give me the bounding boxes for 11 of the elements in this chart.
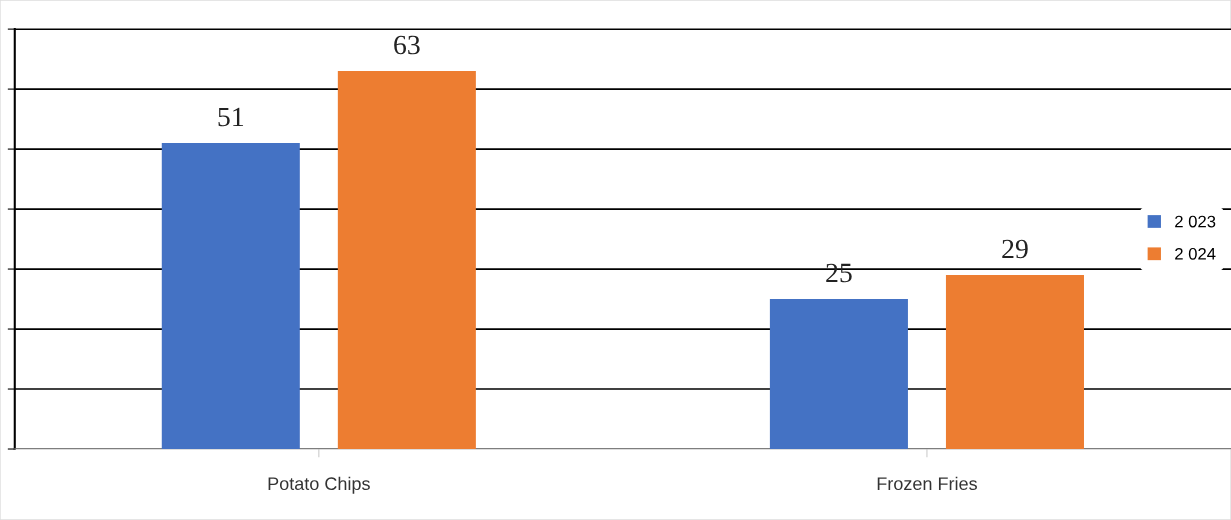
- data-label: 29: [1002, 239, 1028, 259]
- bar: [337, 71, 476, 450]
- x-tick-label: Potato Chips: [268, 476, 370, 494]
- bar: [769, 299, 908, 450]
- legend-label: 2 024: [1175, 247, 1216, 260]
- legend-label: 2 023: [1175, 215, 1216, 228]
- data-label: 63: [394, 35, 420, 55]
- bar: [161, 143, 300, 450]
- x-tick-label: Frozen Fries: [877, 476, 977, 491]
- data-label: 51: [218, 107, 244, 127]
- bar: [945, 275, 1084, 450]
